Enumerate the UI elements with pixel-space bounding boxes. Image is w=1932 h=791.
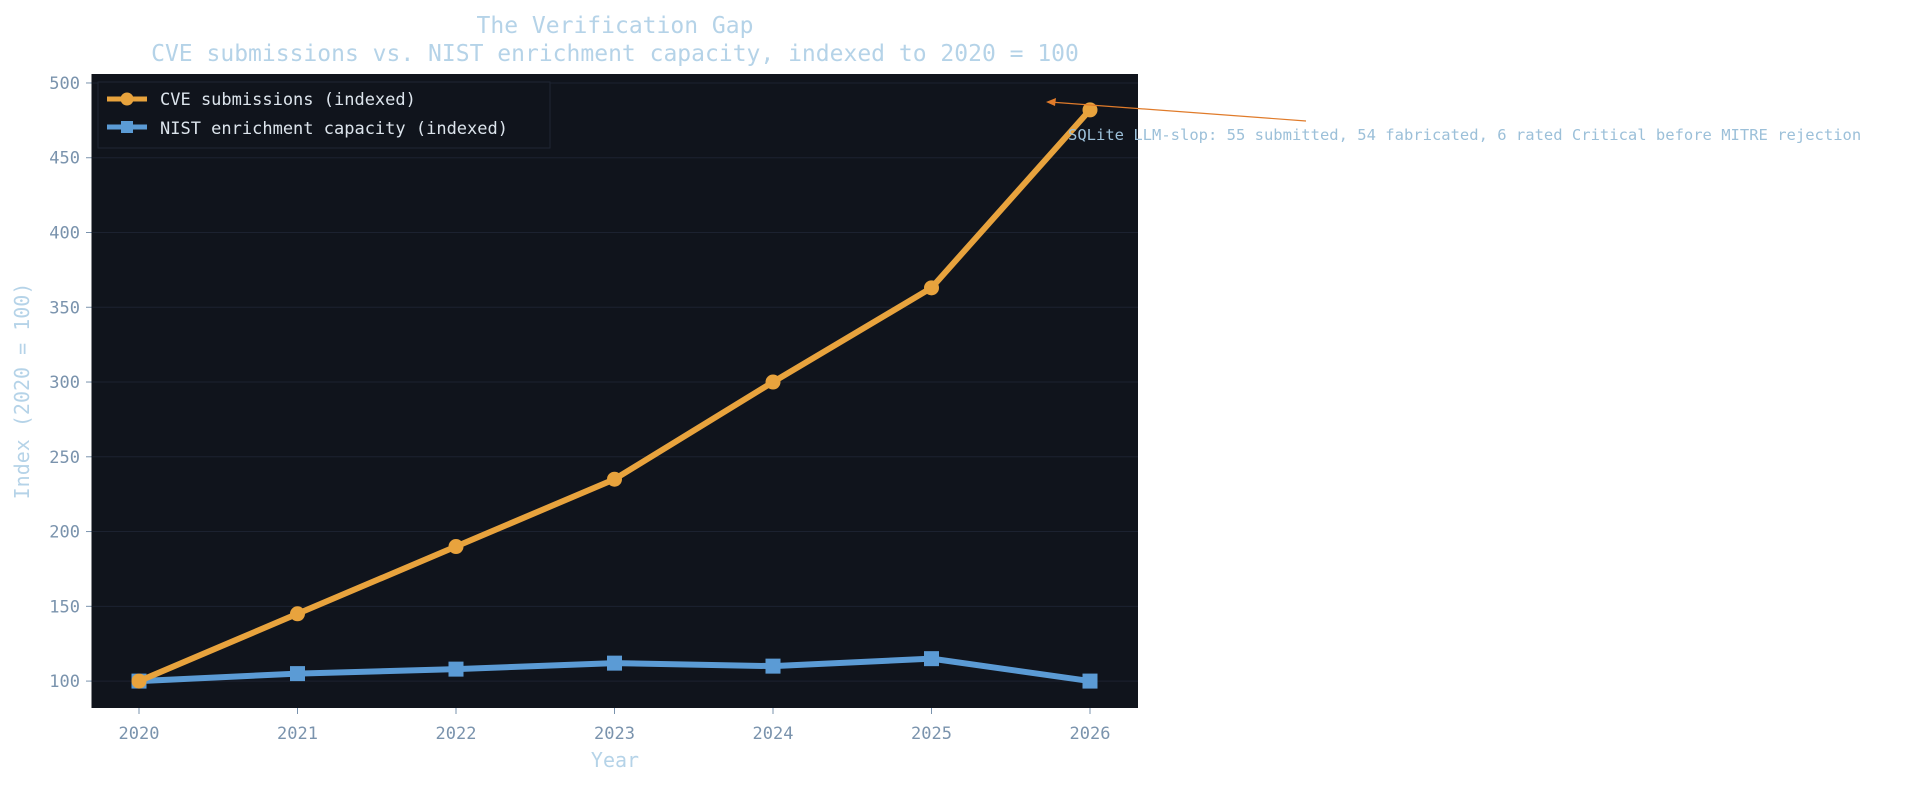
y-tick-label: 250 xyxy=(49,448,80,468)
y-tick-label: 200 xyxy=(49,523,80,543)
annotation-arrowhead xyxy=(1046,98,1056,106)
axis-ticks: 100 150 200 250 300 350 400 450 500 2020 2021 2022 2… xyxy=(49,74,1110,744)
y-tick-label: 150 xyxy=(49,597,80,617)
data-point-nist xyxy=(765,658,781,674)
annotation-text: SQLite LLM-slop: 55 submitted, 54 fabric… xyxy=(1068,126,1861,144)
data-point-nist xyxy=(1082,673,1098,689)
x-tick-label: 2020 xyxy=(119,724,160,744)
data-point-cve xyxy=(765,374,781,390)
legend-label-nist: NIST enrichment capacity (indexed) xyxy=(160,119,508,139)
y-tick-label: 100 xyxy=(49,672,80,692)
y-tick-label: 350 xyxy=(49,298,80,318)
data-point-cve xyxy=(607,471,622,487)
x-tick-label: 2026 xyxy=(1070,724,1111,744)
y-tick-label: 450 xyxy=(49,149,80,169)
data-point-cve xyxy=(924,280,939,296)
x-tick-label: 2023 xyxy=(594,724,635,744)
data-point-cve xyxy=(290,606,305,622)
x-tick-label: 2021 xyxy=(277,724,318,744)
legend-marker-cve xyxy=(120,92,134,106)
chart-title: The Verification Gap xyxy=(477,13,754,39)
y-tick-label: 400 xyxy=(49,224,80,244)
legend-marker-nist xyxy=(121,121,133,133)
data-point-nist xyxy=(924,651,939,667)
legend-box xyxy=(97,81,551,149)
legend-label-cve: CVE submissions (indexed) xyxy=(160,90,416,110)
x-axis-label: Year xyxy=(591,748,639,772)
data-point-nist xyxy=(448,661,464,677)
x-tick-label: 2022 xyxy=(436,724,477,744)
y-tick-label: 500 xyxy=(49,74,80,94)
annotation-arrow xyxy=(1049,101,1307,122)
x-tick-label: 2024 xyxy=(753,724,794,744)
grid-lines xyxy=(92,82,1138,682)
data-point-nist xyxy=(607,655,622,671)
chart-subtitle: CVE submissions vs. NIST enrichment capa… xyxy=(151,41,1079,67)
legend: CVE submissions (indexed) NIST enrichmen… xyxy=(97,81,551,149)
data-point-cve xyxy=(1082,102,1098,118)
x-tick-label: 2025 xyxy=(911,724,952,744)
data-point-nist xyxy=(290,666,305,682)
y-tick-label: 300 xyxy=(49,373,80,393)
annotation: SQLite LLM-slop: 55 submitted, 54 fabric… xyxy=(1046,98,1861,144)
series-layer xyxy=(131,102,1098,689)
plot-area xyxy=(92,74,1138,708)
data-point-cve xyxy=(448,539,464,555)
data-point-cve xyxy=(131,673,147,689)
y-axis-label: Index (2020 = 100) xyxy=(10,283,34,500)
